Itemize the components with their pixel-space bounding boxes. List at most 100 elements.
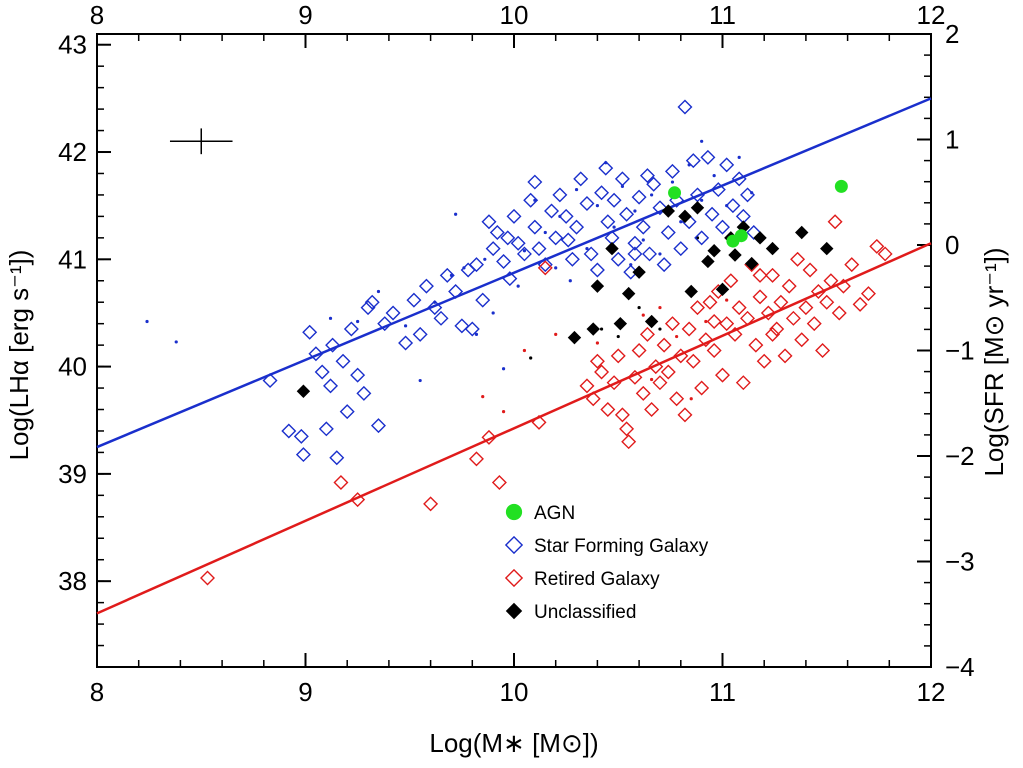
star-forming-galaxy-point <box>325 337 341 353</box>
retired-galaxy-point <box>200 570 215 586</box>
unclassified-point <box>613 316 628 331</box>
star-forming-galaxy-point <box>614 171 630 187</box>
star-forming-galaxy-point <box>673 241 689 257</box>
star-forming-galaxy-point <box>606 192 622 208</box>
star-forming-galaxy-point <box>343 321 359 337</box>
unclassified-point <box>678 209 692 224</box>
unclassified-point <box>765 241 780 256</box>
dots-black-point <box>529 356 533 360</box>
retired-galaxy-point <box>579 378 595 394</box>
star-forming-galaxy-point <box>527 174 543 190</box>
star-forming-galaxy-point <box>468 257 484 273</box>
retired-galaxy-point <box>740 310 756 326</box>
retired-galaxy-point <box>748 337 764 353</box>
retired-galaxy-point <box>760 305 776 321</box>
retired-galaxy-point <box>639 326 655 342</box>
star-forming-galaxy-point <box>719 157 735 173</box>
y-tick-label: 43 <box>58 30 87 60</box>
unclassified-point <box>753 231 767 245</box>
retired-galaxy-point <box>681 321 697 337</box>
dots-point <box>454 212 458 216</box>
retired-galaxy-point <box>844 257 860 273</box>
retired-galaxy-point <box>621 434 637 450</box>
star-forming-galaxy-point <box>516 246 532 262</box>
star-forming-galaxy-point <box>642 246 658 262</box>
retired-galaxy-point <box>664 316 680 332</box>
retired-galaxy-point <box>877 246 893 262</box>
retired-galaxy-point <box>614 407 630 423</box>
retired-galaxy-point <box>589 353 605 369</box>
star-forming-galaxy-point <box>656 257 672 273</box>
dots-point <box>585 246 589 251</box>
star-forming-galaxy-point <box>356 385 372 401</box>
retired-galaxy-point <box>715 367 730 383</box>
retired-galaxy-point <box>790 251 806 267</box>
x-tick-label-bottom: 8 <box>90 677 104 707</box>
star-forming-galaxy-point <box>685 153 701 169</box>
unclassified-point <box>661 204 675 218</box>
dots-point <box>650 193 654 197</box>
retired-galaxy-point <box>648 359 664 375</box>
star-forming-galaxy-point <box>573 171 589 187</box>
retired-galaxy-point <box>631 343 647 358</box>
retired-galaxy-point <box>468 451 484 467</box>
dots-black-point <box>658 327 662 331</box>
dots-red-point <box>554 332 558 337</box>
x-tick-label-bottom: 11 <box>709 677 736 707</box>
retired-galaxy-point <box>706 314 722 330</box>
dots-red-point <box>704 319 708 324</box>
star-forming-galaxy-point <box>700 149 716 165</box>
legend-label: Retired Galaxy <box>534 569 660 590</box>
star-forming-galaxy-point <box>464 321 480 337</box>
star-forming-galaxy-point <box>589 262 605 278</box>
retired-galaxy-point <box>689 300 705 316</box>
legend-marker-retired-galaxy <box>504 568 524 588</box>
dots-red-point <box>650 377 654 382</box>
star-forming-galaxy-point <box>598 160 614 176</box>
y-tick-label: 42 <box>58 137 87 167</box>
star-forming-galaxy-point <box>314 364 330 380</box>
star-forming-galaxy-point <box>475 292 491 308</box>
retired-galaxy-point <box>627 369 643 385</box>
star-forming-galaxy-point <box>627 246 643 262</box>
star-forming-galaxy-point <box>293 428 309 444</box>
retired-galaxy-point <box>827 214 843 230</box>
star-forming-galaxy-point <box>531 241 547 257</box>
retired-galaxy-point <box>773 294 789 310</box>
star-forming-galaxy-point <box>725 198 741 214</box>
unclassified-point <box>795 225 809 240</box>
star-forming-galaxy-point <box>660 224 676 240</box>
retired-galaxy-point <box>731 300 747 316</box>
dots-point <box>595 204 600 208</box>
star-forming-galaxy-point <box>710 182 726 198</box>
dots-point <box>620 184 625 188</box>
star-forming-galaxy-point <box>329 450 345 466</box>
retired-galaxy-point <box>491 474 507 490</box>
dots-red-point <box>501 410 506 414</box>
dots-point <box>491 311 495 315</box>
retired-galaxy-point <box>481 429 497 445</box>
fit-line <box>96 97 932 449</box>
x-tick-label-bottom: 10 <box>500 677 529 707</box>
star-forming-galaxy-point <box>385 305 401 321</box>
star-forming-galaxy-point <box>583 246 599 262</box>
unclassified-point <box>701 254 715 269</box>
unclassified-point <box>621 286 636 301</box>
dots-red-point <box>689 397 693 401</box>
star-forming-galaxy-point <box>281 423 297 439</box>
legend-label: Unclassified <box>534 602 636 623</box>
dots-point <box>700 198 704 202</box>
star-forming-galaxy-point <box>664 163 680 179</box>
star-forming-galaxy-point <box>406 292 422 308</box>
dots-red-point <box>522 348 527 353</box>
dots-point <box>633 209 637 213</box>
retired-galaxy-point <box>765 326 781 342</box>
dots-point <box>700 139 704 143</box>
star-forming-galaxy-point <box>627 235 643 251</box>
star-forming-galaxy-point <box>635 219 651 235</box>
retired-galaxy-point <box>698 332 714 348</box>
dots-point <box>356 319 360 324</box>
unclassified-point <box>296 384 311 398</box>
star-forming-galaxy-point <box>639 168 655 184</box>
unclassified-point <box>820 241 834 256</box>
